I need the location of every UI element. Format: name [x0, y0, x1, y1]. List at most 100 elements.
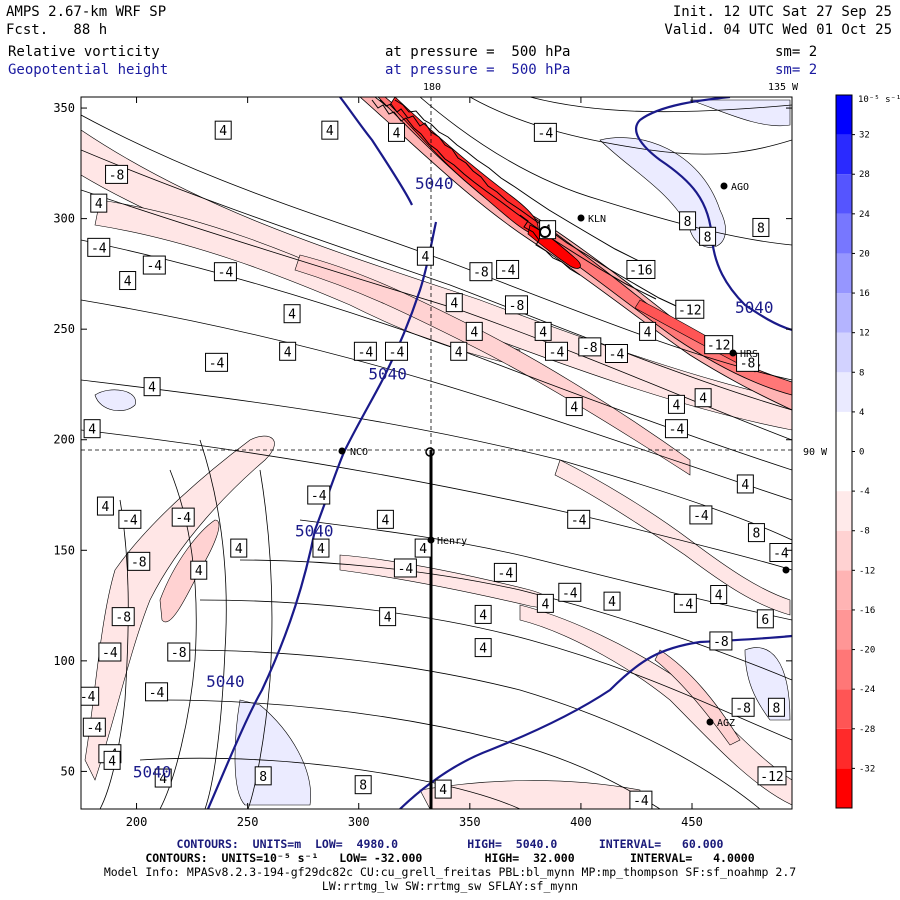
vorticity-label-text: 4 — [284, 345, 292, 360]
vorticity-label-text: -4 — [549, 345, 565, 360]
station-agz: AGZ — [706, 718, 735, 729]
positive-vorticity-patch — [689, 99, 791, 127]
vorticity-label-text: -4 — [498, 566, 514, 581]
vorticity-label-text: 4 — [108, 754, 116, 769]
vorticity-label-text: 4 — [673, 398, 681, 413]
vorticity-label-text: 4 — [541, 597, 549, 612]
vorticity-label-text: -4 — [102, 646, 118, 661]
vorticity-label-text: 8 — [359, 779, 367, 794]
vorticity-label: 8 — [679, 211, 697, 231]
vorticity-label-text: -4 — [538, 126, 554, 141]
vorticity-label-text: -8 — [131, 555, 147, 570]
y-axis: 50 100 150 200 250 300 350 — [53, 101, 792, 778]
model-title: AMPS 2.67-km WRF SP — [6, 4, 167, 20]
colorbar-bin — [836, 530, 852, 571]
vorticity-label: -4 — [604, 343, 628, 363]
init-time: Init. 12 UTC Sat 27 Sep 25 — [672, 4, 892, 20]
station-markers: NCO Henry KLN AGO HRS AGZ — [338, 182, 790, 729]
vorticity-label-text: 8 — [684, 215, 692, 230]
vorticity-label-text: -8 — [740, 356, 756, 371]
y-tick-label: 350 — [53, 101, 75, 115]
vorticity-label-text: 4 — [539, 325, 547, 340]
footer-physics-info: LW:rrtmg_lw SW:rrtmg_sw SFLAY:sf_mynn — [321, 879, 579, 893]
vorticity-label: 4 — [283, 304, 301, 324]
positive-vorticity-patch — [94, 389, 136, 412]
vorticity-label: -12 — [704, 335, 734, 355]
colorbar-bin — [836, 451, 852, 492]
vorticity-label-text: -8 — [115, 611, 131, 626]
station-label: NCO — [350, 447, 368, 458]
colorbar-bin — [836, 609, 852, 650]
vorticity-label-text: 4 — [479, 642, 487, 657]
field2-level: at pressure = 500 hPa — [385, 62, 571, 78]
vorticity-label: 4 — [312, 538, 330, 558]
vorticity-label: 4 — [103, 750, 121, 770]
vorticity-label-text: -8 — [171, 646, 187, 661]
vorticity-label: 4 — [474, 604, 492, 624]
colorbar-tick-label: 24 — [859, 210, 870, 220]
negative-vorticity-band — [94, 199, 521, 366]
colorbar-bin — [836, 411, 852, 452]
vorticity-label-text: -12 — [678, 303, 701, 318]
vorticity-label: 8 — [747, 523, 765, 543]
vorticity-label-text: 4 — [317, 542, 325, 557]
y-tick-label: 200 — [53, 433, 75, 447]
vorticity-label: -4 — [171, 507, 195, 527]
vorticity-label: 8 — [767, 697, 785, 717]
vorticity-label-text: 4 — [124, 275, 132, 290]
vorticity-label-text: -4 — [80, 690, 96, 705]
vorticity-label-text: 8 — [757, 221, 765, 236]
vorticity-label-text: 8 — [753, 527, 761, 542]
vorticity-label-text: 4 — [381, 513, 389, 528]
field1-name: Relative vorticity — [8, 44, 160, 60]
vorticity-label: 4 — [279, 341, 297, 361]
vorticity-label-text: -8 — [735, 701, 751, 716]
vorticity-label: -4 — [82, 717, 106, 737]
vorticity-label-text: -4 — [146, 259, 162, 274]
vorticity-label-text: 4 — [148, 381, 156, 396]
vorticity-label-text: 4 — [699, 392, 707, 407]
x-tick-label: 450 — [681, 815, 703, 829]
negative-vorticity-band — [159, 519, 220, 623]
lon-label-180: 180 — [423, 82, 441, 93]
lat-label-90w: 90 W — [803, 447, 828, 458]
vorticity-label: -4 — [493, 562, 517, 582]
vorticity-label-text: -4 — [571, 513, 587, 528]
vorticity-label: -4 — [533, 122, 557, 142]
vorticity-label-text: 4 — [479, 608, 487, 623]
x-tick-label: 350 — [459, 815, 481, 829]
vorticity-label-text: 4 — [384, 611, 392, 626]
y-tick-label: 250 — [53, 322, 75, 336]
station-kln: KLN — [577, 214, 606, 225]
vorticity-label-text: -4 — [389, 345, 405, 360]
vorticity-label-text: 4 — [393, 126, 401, 141]
vorticity-label-text: 4 — [419, 542, 427, 557]
station-label: AGO — [731, 182, 749, 193]
colorbar-tick-label: 4 — [859, 408, 864, 418]
forecast-hour: Fcst. 88 h — [6, 22, 108, 38]
vorticity-label: -4 — [689, 505, 713, 525]
vorticity-label: 4 — [603, 591, 621, 611]
vorticity-label: -12 — [757, 766, 787, 786]
vorticity-label: -12 — [675, 299, 705, 319]
vorticity-label-text: -12 — [707, 339, 730, 354]
vorticity-label: 4 — [694, 388, 712, 408]
vorticity-label-text: -16 — [629, 263, 652, 278]
vorticity-label: 4 — [376, 509, 394, 529]
vorticity-label: -8 — [709, 631, 733, 651]
vorticity-label: 4 — [143, 377, 161, 397]
colorbar-tick-label: 28 — [859, 170, 870, 180]
vorticity-label: 4 — [379, 607, 397, 627]
colorbar-tick-label: 12 — [859, 329, 870, 339]
vorticity-label-text: -4 — [218, 266, 234, 281]
vorticity-label-text: -4 — [693, 509, 709, 524]
vorticity-label: 4 — [639, 321, 657, 341]
vorticity-label: 4 — [388, 122, 406, 142]
vorticity-label-text: -4 — [87, 721, 103, 736]
colorbar-tick-label: -12 — [859, 566, 875, 576]
vorticity-label: -4 — [87, 237, 111, 257]
vorticity-label-text: -4 — [773, 547, 789, 562]
lon-label-135w: 135 W — [768, 82, 799, 93]
height-contour-label: 5040 — [295, 521, 334, 540]
